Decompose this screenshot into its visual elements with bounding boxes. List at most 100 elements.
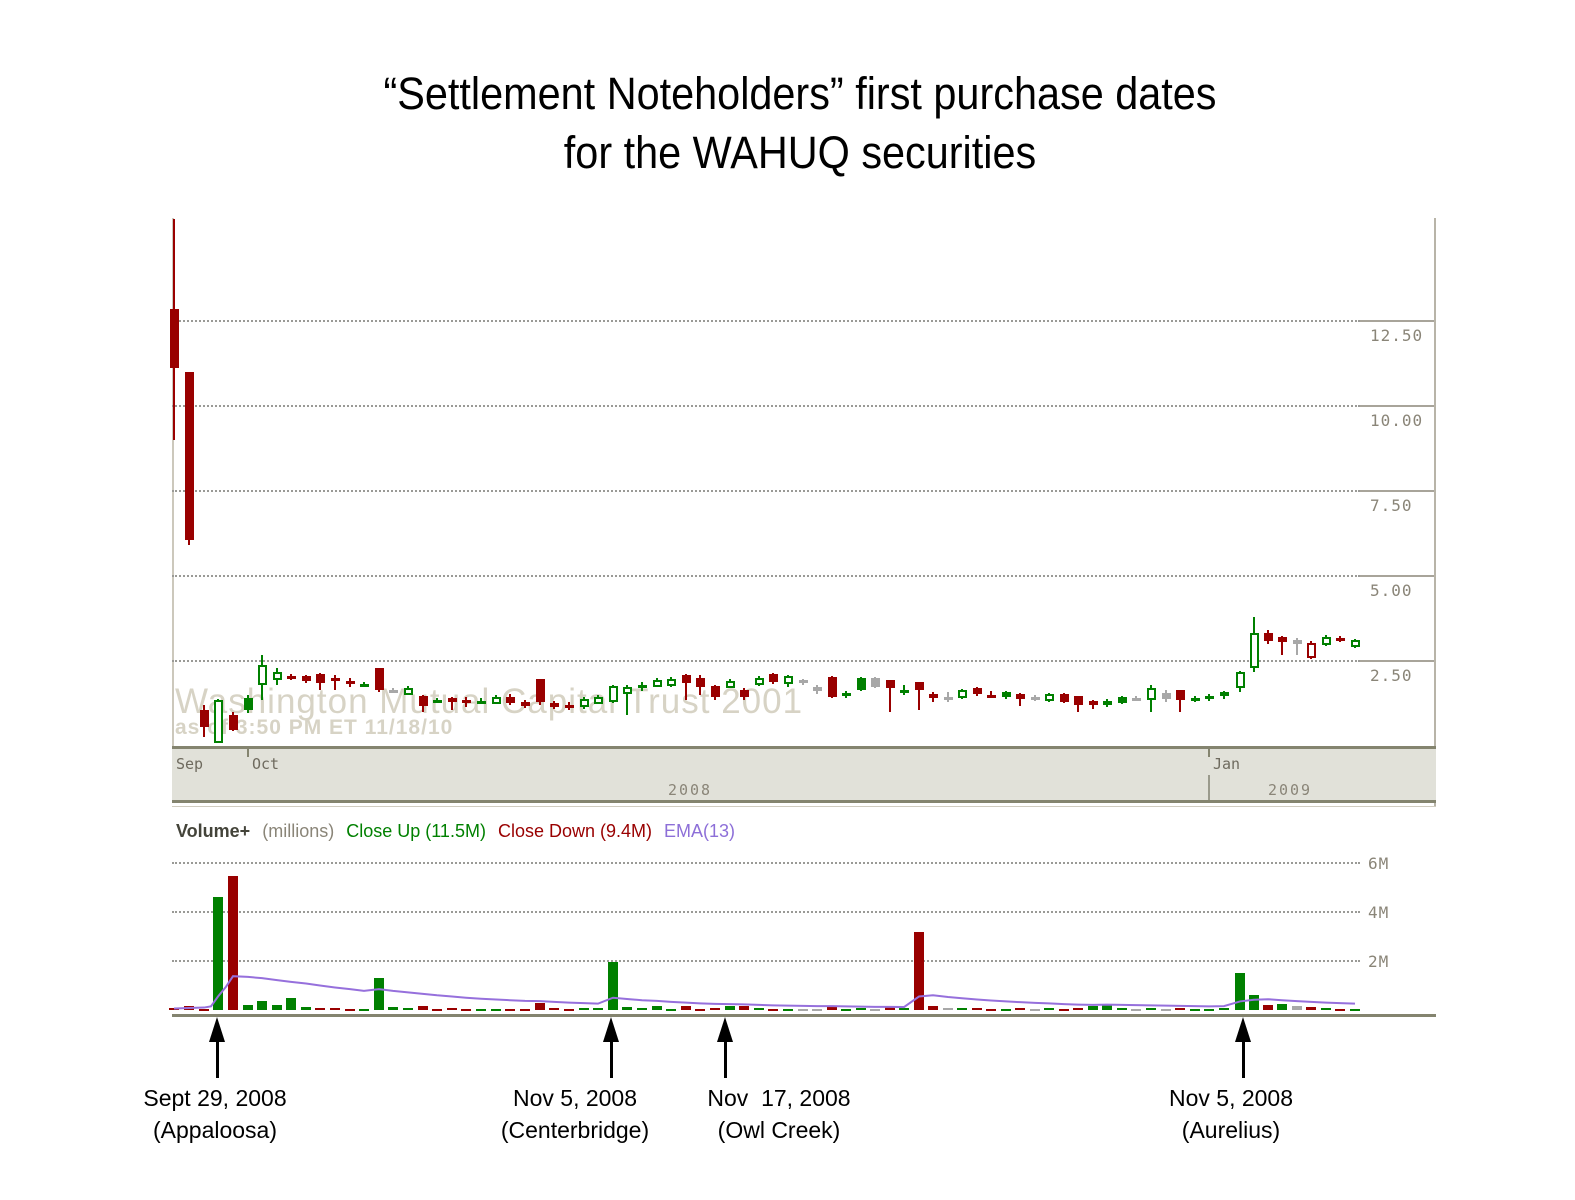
volume-bar (652, 1005, 662, 1010)
candle (885, 680, 895, 688)
month-axis-band: Sep Oct Jan (172, 746, 1436, 775)
year-axis-band: 2008 2009 (172, 775, 1436, 803)
price-gridline (172, 320, 1360, 322)
volume-bar (213, 897, 223, 1010)
volume-bar (1073, 1008, 1083, 1011)
candle (1146, 687, 1156, 701)
volume-bar (403, 1007, 413, 1010)
candle (388, 689, 398, 693)
annotation-holder-name: (Centerbridge) (500, 1117, 650, 1143)
volume-bar (169, 1007, 179, 1010)
price-axis-tick (1360, 660, 1434, 662)
candle-wick (436, 698, 438, 703)
volume-bar (1204, 1008, 1214, 1011)
volume-bar (783, 1008, 793, 1011)
candle (257, 665, 267, 686)
watermark-as-of-timestamp: as of 3:50 PM ET 11/18/10 (175, 716, 454, 739)
annotation-text-2: Nov 17, 2008 (Owl Creek) (619, 1082, 939, 1146)
price-axis-label: 5.00 (1370, 581, 1413, 600)
volume-bar (798, 1008, 808, 1011)
volume-bar (943, 1008, 953, 1011)
candle-wick (990, 690, 992, 699)
candle-wick (480, 698, 482, 704)
volume-bar (184, 1005, 194, 1010)
volume-bar (1306, 1007, 1316, 1010)
annotation-holder-name: (Aurelius) (1181, 1117, 1281, 1143)
volume-bar (885, 1007, 895, 1010)
candle-wick (626, 685, 628, 716)
volume-axis-label: 4M (1368, 903, 1390, 922)
year-divider (1208, 775, 1210, 800)
volume-bar (1249, 995, 1259, 1010)
candle (870, 678, 880, 687)
candle (666, 679, 676, 687)
volume-bar (272, 1005, 282, 1010)
month-label-jan: Jan (1213, 755, 1241, 773)
candle (505, 697, 515, 704)
candle (1306, 642, 1316, 658)
candle (1335, 637, 1345, 641)
candle (447, 698, 457, 703)
candle-wick (334, 674, 336, 690)
candle (798, 680, 808, 684)
legend-close-down-label: Close Down (9.4M) (497, 821, 653, 841)
candle-wick (1179, 689, 1181, 712)
annotation-text-3: Nov 5, 2008 (Aurelius) (1071, 1082, 1391, 1146)
candle (315, 673, 325, 684)
volume-bar (1277, 1003, 1287, 1010)
candle (491, 697, 501, 705)
price-axis-tick (1360, 575, 1434, 577)
price-axis-tick (1360, 405, 1434, 407)
candle (1277, 636, 1287, 642)
volume-bar (505, 1008, 515, 1011)
candle (652, 680, 662, 688)
volume-bar (1335, 1008, 1345, 1011)
volume-bar (681, 1006, 691, 1010)
volume-bar (957, 1007, 967, 1010)
candle-wick (918, 682, 920, 710)
annotation-date: Nov 17, 2008 (707, 1085, 851, 1111)
candle (608, 686, 618, 703)
candle (1190, 697, 1200, 701)
volume-bar (914, 931, 924, 1010)
candle (1321, 636, 1331, 646)
price-pane-left-border (172, 218, 174, 746)
volume-bar (447, 1008, 457, 1011)
candle (213, 700, 223, 743)
candle (330, 678, 340, 681)
price-gridline (172, 575, 1360, 577)
annotation-text-0: Sept 29, 2008 (Appaloosa) (55, 1082, 375, 1146)
candle (1263, 633, 1273, 641)
candle (243, 698, 253, 710)
volume-bar (243, 1004, 253, 1010)
candle (359, 684, 369, 688)
volume-gridline (172, 960, 1360, 962)
candle (943, 697, 953, 701)
price-axis-label: 2.50 (1370, 666, 1413, 685)
candle (1044, 693, 1054, 702)
candle (637, 685, 647, 689)
candle (169, 309, 179, 368)
candle (520, 702, 530, 706)
candle (1219, 691, 1229, 697)
volume-bar (1102, 1003, 1112, 1010)
volume-bar (520, 1008, 530, 1011)
annotation-arrow-shaft (609, 1038, 613, 1078)
candle-wick (1019, 692, 1021, 706)
candle (768, 673, 778, 683)
volume-bar (1292, 1006, 1302, 1010)
annotation-holder-name: (Appaloosa) (152, 1117, 278, 1143)
month-tick (247, 749, 249, 757)
volume-bar (579, 1007, 589, 1010)
volume-bar (1321, 1008, 1331, 1011)
candle (695, 678, 705, 687)
legend-ema-label: EMA(13) (664, 821, 736, 841)
volume-bar (1044, 1008, 1054, 1011)
candle (476, 701, 486, 705)
volume-bar (768, 1008, 778, 1011)
candle (199, 709, 209, 727)
volume-bar (228, 876, 238, 1010)
volume-bar (637, 1008, 647, 1011)
candle (432, 700, 442, 704)
legend-close-up-label: Close Up (11.5M) (346, 821, 486, 841)
